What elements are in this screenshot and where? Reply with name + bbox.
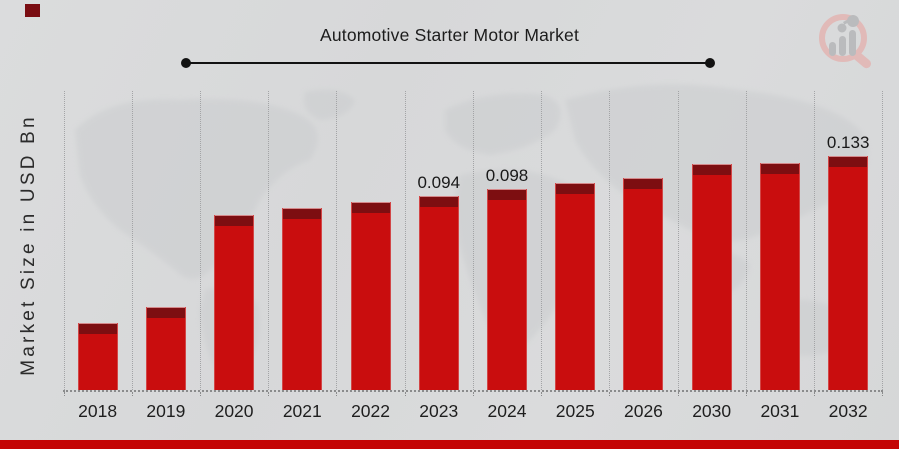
chart-title: Automotive Starter Motor Market bbox=[319, 25, 580, 45]
gridline bbox=[745, 91, 747, 390]
bar-2032 bbox=[828, 156, 869, 390]
x-axis-tick-label-2025: 2025 bbox=[555, 401, 595, 421]
x-axis-tick bbox=[609, 392, 611, 396]
x-axis-tick-label-2018: 2018 bbox=[78, 401, 118, 421]
x-axis-tick bbox=[814, 392, 816, 396]
gridline bbox=[336, 91, 338, 390]
y-axis-label: Market Size in USD Bn bbox=[18, 114, 39, 376]
underline-endpoint-dot-left bbox=[181, 58, 191, 68]
gridline bbox=[677, 91, 679, 390]
x-axis-tick bbox=[131, 392, 133, 396]
x-axis-tick bbox=[472, 392, 474, 396]
x-axis-tick bbox=[404, 392, 406, 396]
x-axis-tick-label-2022: 2022 bbox=[351, 401, 390, 421]
gridline bbox=[63, 91, 65, 390]
market-research-magnifier-logo-icon bbox=[819, 14, 872, 69]
bar-2018 bbox=[77, 323, 118, 390]
gridline bbox=[609, 91, 611, 390]
x-axis-tick bbox=[541, 392, 543, 396]
bar-2030 bbox=[691, 164, 732, 390]
x-axis-tick-label-2031: 2031 bbox=[760, 401, 800, 421]
gridline bbox=[199, 91, 201, 390]
bar-cap-2018 bbox=[78, 323, 117, 334]
bar-cap-2024 bbox=[487, 189, 526, 200]
x-axis-line bbox=[63, 390, 883, 392]
x-axis-tick-label-2019: 2019 bbox=[146, 401, 186, 421]
gridline bbox=[268, 91, 270, 390]
x-axis-tick bbox=[336, 392, 338, 396]
bar-cap-2020 bbox=[215, 215, 254, 226]
x-axis-tick-label-2023: 2023 bbox=[419, 401, 459, 421]
x-axis-tick bbox=[268, 392, 270, 396]
bar-cap-2021 bbox=[283, 208, 322, 219]
bar-value-label-2032: 0.133 bbox=[826, 133, 870, 152]
x-axis-tick bbox=[199, 392, 201, 396]
bar-cap-2025 bbox=[556, 183, 595, 194]
bar-cap-2032 bbox=[829, 156, 868, 167]
bar-cap-2022 bbox=[351, 202, 390, 213]
x-axis-tick bbox=[745, 392, 747, 396]
x-axis-tick bbox=[882, 392, 884, 396]
gridline bbox=[541, 91, 543, 390]
x-axis-tick bbox=[63, 392, 65, 396]
bar-cap-2031 bbox=[760, 163, 799, 174]
bar-cap-2019 bbox=[146, 307, 185, 318]
gridline bbox=[814, 91, 816, 390]
bar-2026 bbox=[623, 178, 664, 390]
footer-strip bbox=[0, 440, 899, 449]
bar-2031 bbox=[759, 163, 800, 390]
bar-2020 bbox=[214, 215, 255, 390]
bar-2023 bbox=[418, 196, 459, 390]
underline-endpoint-dot-right bbox=[705, 58, 715, 68]
bar-2019 bbox=[145, 307, 186, 390]
x-axis-tick-label-2030: 2030 bbox=[692, 401, 732, 421]
bar-2024 bbox=[486, 189, 527, 390]
bar-value-label-2024: 0.098 bbox=[485, 166, 529, 185]
bar-cap-2023 bbox=[419, 196, 458, 207]
bar-2022 bbox=[350, 202, 391, 390]
x-axis-tick-label-2021: 2021 bbox=[282, 401, 322, 421]
bar-cap-2026 bbox=[624, 178, 663, 189]
x-axis-tick-label-2026: 2026 bbox=[623, 401, 663, 421]
title-underline bbox=[181, 58, 715, 68]
x-axis-tick bbox=[677, 392, 679, 396]
bar-value-label-2023: 0.094 bbox=[417, 173, 461, 192]
gridline bbox=[472, 91, 474, 390]
gridline bbox=[404, 91, 406, 390]
gridline bbox=[131, 91, 133, 390]
accent-square bbox=[25, 4, 40, 17]
x-axis-tick-label-2020: 2020 bbox=[214, 401, 254, 421]
x-axis-tick-label-2024: 2024 bbox=[487, 401, 527, 421]
bar-2021 bbox=[282, 208, 323, 390]
x-axis-tick-label-2032: 2032 bbox=[828, 401, 868, 421]
gridline bbox=[882, 91, 884, 390]
bar-cap-2030 bbox=[692, 164, 731, 175]
bar-2025 bbox=[555, 183, 596, 390]
